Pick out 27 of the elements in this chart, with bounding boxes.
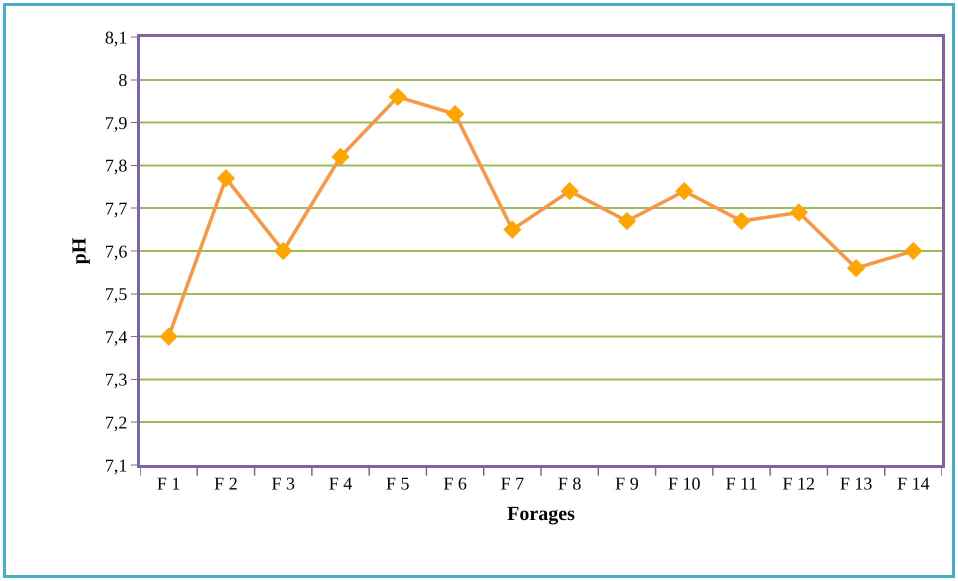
y-tick-label: 7,1 — [104, 455, 128, 476]
y-tick-label: 7,7 — [104, 198, 128, 218]
y-axis-title: pH — [68, 237, 90, 264]
x-tick-label: F 1 — [156, 474, 180, 494]
x-tick-label: F 11 — [726, 474, 758, 494]
x-axis-title: Forages — [507, 503, 576, 526]
y-tick-label: 7,6 — [104, 241, 128, 262]
x-tick-label: F 13 — [840, 474, 872, 494]
y-tick-label: 7,9 — [104, 112, 128, 133]
x-tick-label: F 9 — [615, 474, 639, 494]
x-tick-label: F 2 — [214, 474, 238, 494]
x-tick-label: F 10 — [668, 474, 700, 494]
y-tick-label: 7,3 — [104, 370, 128, 390]
x-tick-label: F 14 — [897, 474, 930, 494]
y-tick-label: 7,8 — [104, 156, 128, 176]
x-tick-label: F 12 — [782, 474, 816, 494]
x-tick-label: F 3 — [271, 474, 295, 494]
x-tick-label: F 7 — [500, 474, 524, 494]
x-tick-label: F 6 — [443, 474, 467, 494]
y-tick-label: 8,1 — [104, 27, 128, 48]
x-tick-label: F 8 — [558, 474, 582, 494]
y-tick-label: 7,4 — [104, 326, 128, 347]
y-tick-label: 7,2 — [104, 412, 128, 432]
y-tick-label: 8 — [118, 70, 128, 90]
y-tick-label: 7,5 — [104, 284, 128, 304]
x-tick-label: F 4 — [328, 474, 352, 494]
x-tick-label: F 5 — [386, 474, 410, 494]
